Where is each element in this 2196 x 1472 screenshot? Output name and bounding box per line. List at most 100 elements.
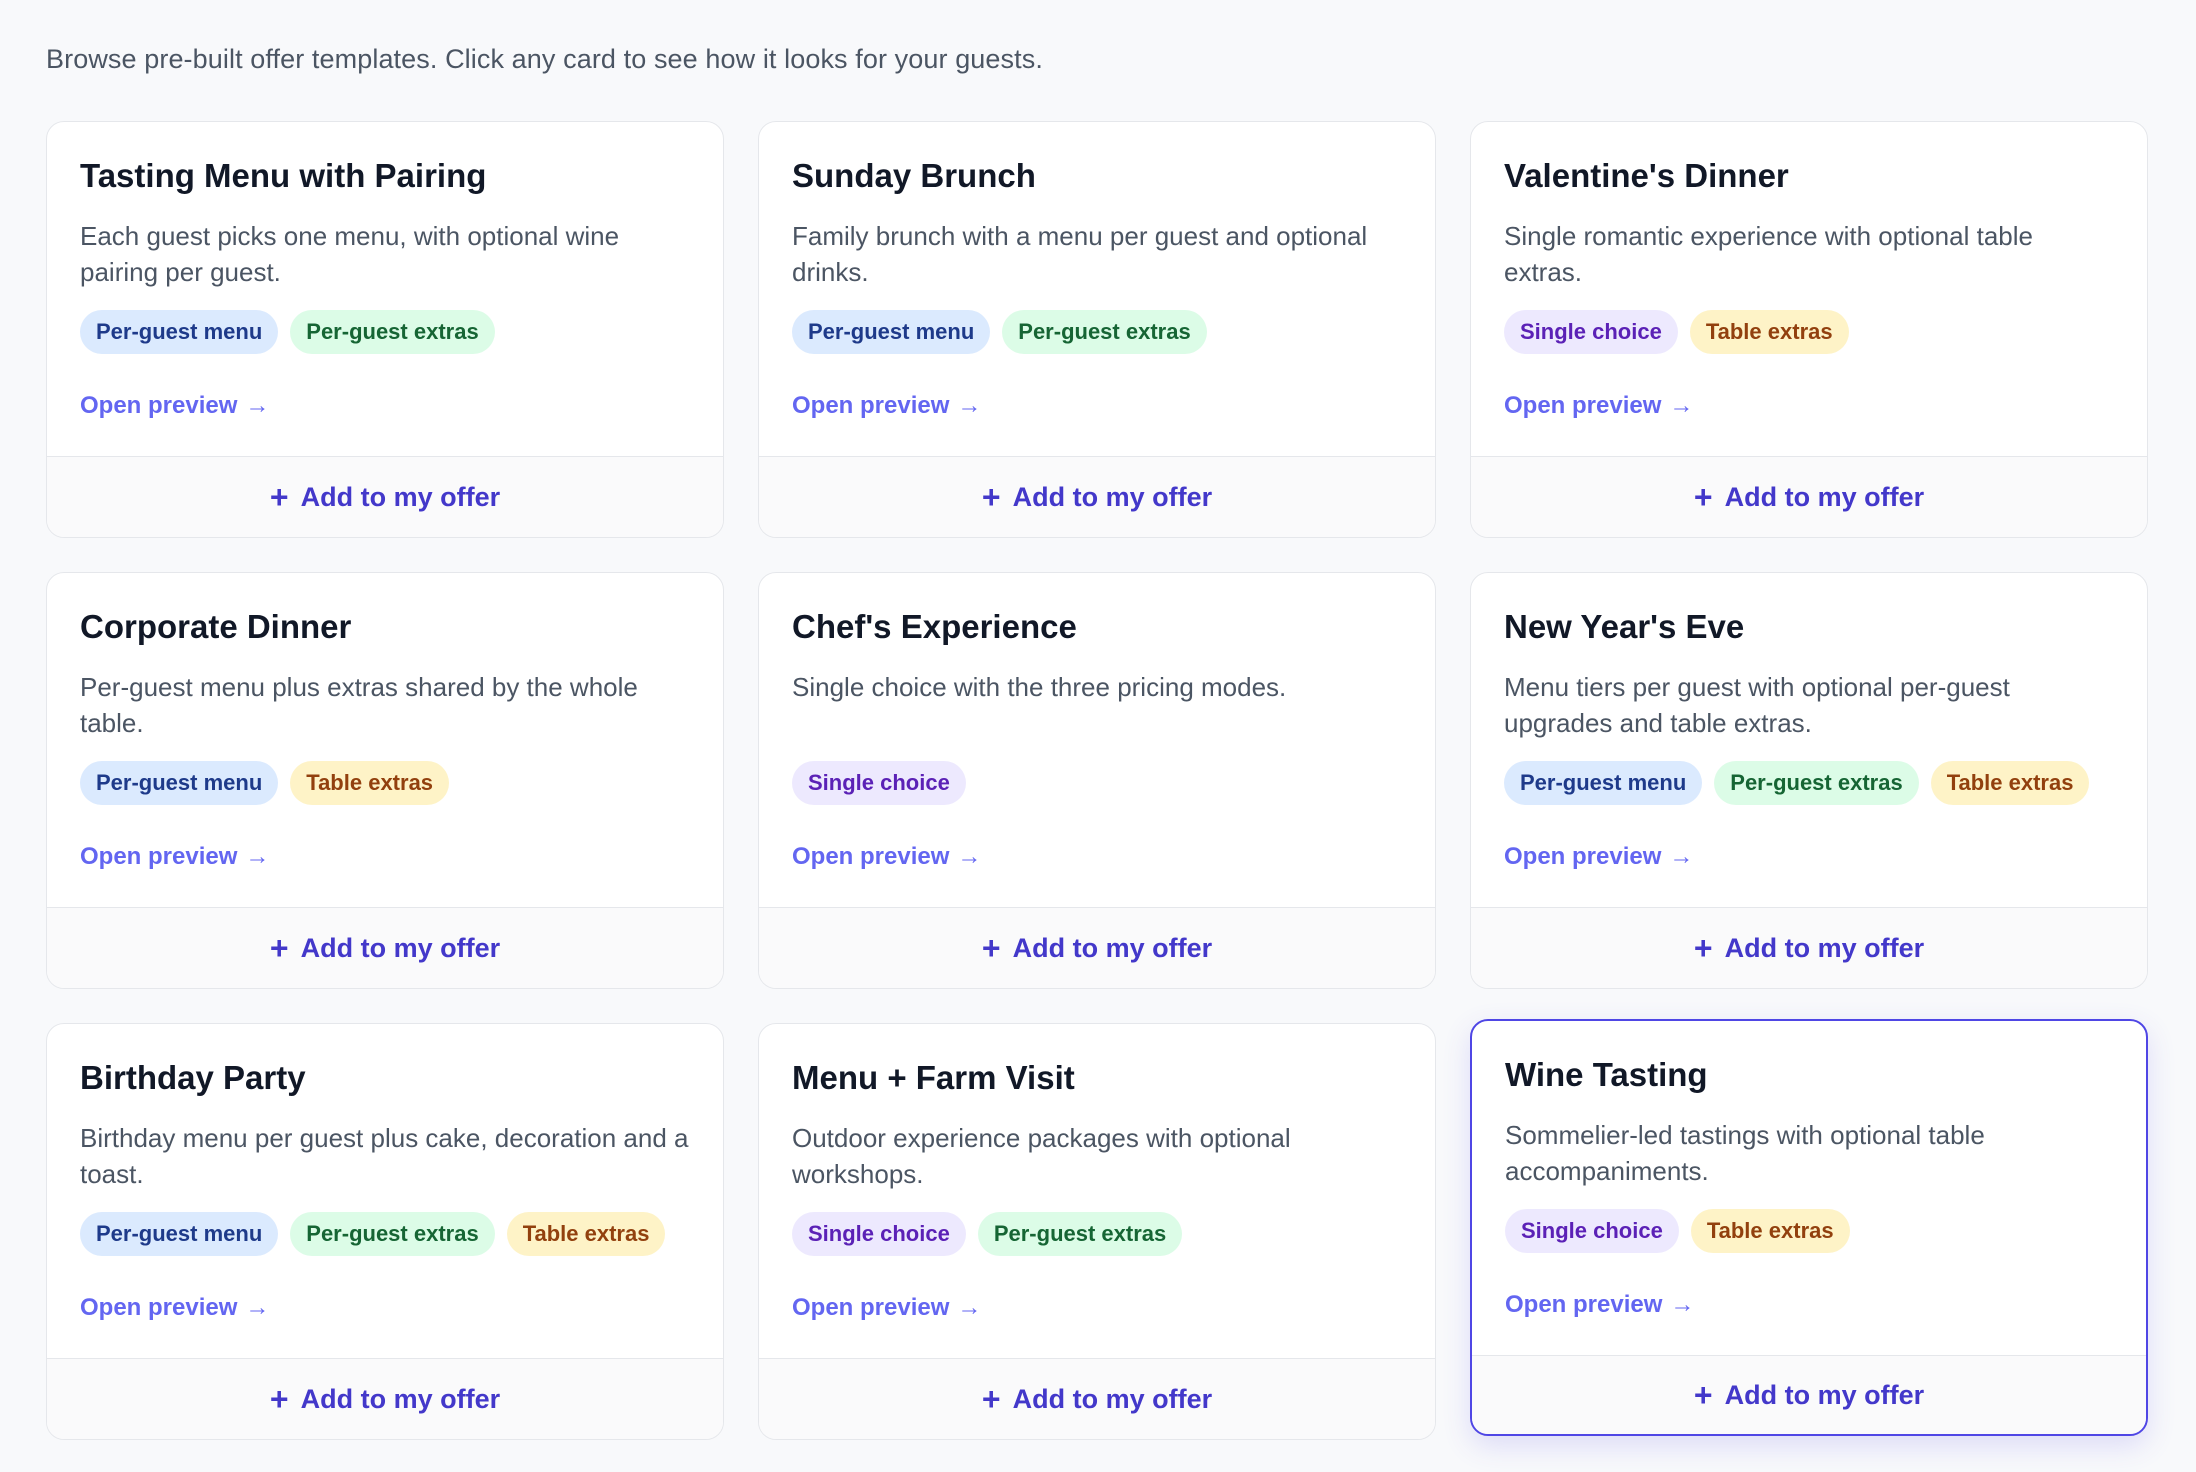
open-preview-link[interactable]: Open preview → [1504, 843, 1693, 871]
card-tags: Per-guest menu Table extras [80, 760, 690, 805]
tag-per-guest-menu: Per-guest menu [80, 309, 279, 354]
card-description: Each guest picks one menu, with optional… [80, 220, 620, 287]
plus-icon: + [981, 479, 1001, 515]
card-body: Valentine's Dinner Single romantic experi… [1471, 122, 2147, 456]
card-title: Valentine's Dinner [1504, 157, 1789, 194]
template-card-birthday-party[interactable]: Birthday Party Birthday menu per guest pl… [46, 1023, 724, 1440]
open-preview-link[interactable]: Open preview → [1505, 1291, 1694, 1319]
arrow-right-icon: → [245, 1294, 270, 1321]
card-tags: Single choice [792, 760, 1402, 805]
open-preview-label: Open preview [80, 843, 238, 870]
add-to-offer-button[interactable]: + Add to my offer [47, 907, 723, 988]
card-description: Sommelier-led tastings with optional tab… [1505, 1119, 1985, 1186]
tag-per-guest-menu: Per-guest menu [80, 1211, 279, 1256]
template-card-corporate-dinner[interactable]: Corporate Dinner Per-guest menu plus extr… [46, 572, 724, 989]
tag-single-choice: Single choice [792, 1211, 966, 1256]
add-to-offer-label: Add to my offer [1012, 481, 1213, 512]
template-card-chef-s-experience[interactable]: Chef's Experience Single choice with the … [758, 572, 1436, 989]
plus-icon: + [981, 930, 1001, 966]
card-body: New Year's Eve Menu tiers per guest with … [1471, 573, 2147, 907]
add-to-offer-label: Add to my offer [300, 1383, 501, 1414]
card-tags: Single choice Table extras [1504, 309, 2114, 354]
open-preview-label: Open preview [80, 1294, 238, 1321]
arrow-right-icon: → [957, 392, 982, 419]
card-body: Tasting Menu with Pairing Each guest pick… [47, 122, 723, 456]
tag-per-guest-extras: Per-guest extras [290, 309, 495, 354]
tag-table-extras: Table extras [506, 1211, 666, 1256]
open-preview-link[interactable]: Open preview → [792, 843, 981, 871]
card-title: Wine Tasting [1505, 1056, 1708, 1093]
add-to-offer-button[interactable]: + Add to my offer [47, 1358, 723, 1439]
card-body: Corporate Dinner Per-guest menu plus extr… [47, 573, 723, 907]
card-description: Single romantic experience with optional… [1504, 220, 2033, 287]
open-preview-label: Open preview [792, 1294, 950, 1321]
plus-icon: + [981, 1381, 1001, 1417]
open-preview-link[interactable]: Open preview → [80, 392, 269, 420]
card-title: Birthday Party [80, 1059, 306, 1096]
card-title: Tasting Menu with Pairing [80, 157, 487, 194]
card-description: Menu tiers per guest with optional per-g… [1504, 671, 2010, 738]
open-preview-link[interactable]: Open preview → [792, 1294, 981, 1322]
tag-single-choice: Single choice [1504, 309, 1678, 354]
plus-icon: + [269, 479, 289, 515]
card-description: Single choice with the three pricing mod… [792, 671, 1287, 702]
tag-per-guest-extras: Per-guest extras [977, 1211, 1183, 1256]
template-card-new-year-s-eve[interactable]: New Year's Eve Menu tiers per guest with … [1470, 572, 2148, 989]
arrow-right-icon: → [245, 843, 270, 870]
card-body: Wine Tasting Sommelier-led tastings with … [1472, 1021, 2146, 1355]
add-to-offer-label: Add to my offer [1724, 481, 1925, 512]
arrow-right-icon: → [957, 1294, 982, 1321]
tag-per-guest-extras: Per-guest extras [1714, 760, 1919, 805]
card-title: Chef's Experience [792, 608, 1077, 645]
card-body: Chef's Experience Single choice with the … [759, 573, 1435, 907]
template-card-valentine-s-dinner[interactable]: Valentine's Dinner Single romantic experi… [1470, 121, 2148, 538]
tag-single-choice: Single choice [1505, 1208, 1679, 1253]
open-preview-link[interactable]: Open preview → [80, 1294, 269, 1322]
card-description: Birthday menu per guest plus cake, decor… [80, 1122, 689, 1189]
add-to-offer-button[interactable]: + Add to my offer [1471, 907, 2147, 988]
card-title: New Year's Eve [1504, 608, 1745, 645]
tag-per-guest-menu: Per-guest menu [792, 309, 991, 354]
plus-icon: + [269, 930, 289, 966]
card-tags: Per-guest menu Per-guest extras Table extr… [80, 1211, 690, 1256]
template-card-wine-tasting[interactable]: Wine Tasting Sommelier-led tastings with … [1470, 1019, 2148, 1436]
card-description: Per-guest menu plus extras shared by the… [80, 671, 638, 738]
add-to-offer-label: Add to my offer [1724, 1379, 1925, 1410]
plus-icon: + [1693, 479, 1713, 515]
template-grid: Tasting Menu with Pairing Each guest pick… [46, 121, 2148, 1440]
add-to-offer-button[interactable]: + Add to my offer [47, 456, 723, 537]
open-preview-label: Open preview [792, 843, 950, 870]
tag-per-guest-menu: Per-guest menu [1504, 760, 1703, 805]
add-to-offer-button[interactable]: + Add to my offer [1472, 1355, 2146, 1434]
add-to-offer-button[interactable]: + Add to my offer [759, 907, 1435, 988]
tag-per-guest-extras: Per-guest extras [290, 1211, 495, 1256]
tag-per-guest-menu: Per-guest menu [80, 760, 279, 805]
card-tags: Per-guest menu Per-guest extras [80, 309, 690, 354]
card-tags: Per-guest menu Per-guest extras [792, 309, 1402, 354]
tag-per-guest-extras: Per-guest extras [1002, 309, 1207, 354]
card-description: Family brunch with a menu per guest and … [792, 220, 1368, 287]
add-to-offer-label: Add to my offer [300, 932, 501, 963]
tag-table-extras: Table extras [1689, 309, 1849, 354]
add-to-offer-button[interactable]: + Add to my offer [1471, 456, 2147, 537]
tag-table-extras: Table extras [1690, 1208, 1850, 1253]
add-to-offer-button[interactable]: + Add to my offer [759, 1358, 1435, 1439]
template-card-tasting-menu-with-pairing[interactable]: Tasting Menu with Pairing Each guest pick… [46, 121, 724, 538]
card-tags: Single choice Per-guest extras [792, 1211, 1402, 1256]
plus-icon: + [1693, 930, 1713, 966]
open-preview-link[interactable]: Open preview → [792, 392, 981, 420]
card-body: Birthday Party Birthday menu per guest pl… [47, 1024, 723, 1358]
template-card-sunday-brunch[interactable]: Sunday Brunch Family brunch with a menu p… [758, 121, 1436, 538]
arrow-right-icon: → [957, 843, 982, 870]
tag-table-extras: Table extras [290, 760, 450, 805]
arrow-right-icon: → [1670, 1291, 1695, 1318]
open-preview-label: Open preview [792, 392, 950, 419]
open-preview-label: Open preview [1504, 843, 1662, 870]
card-title: Corporate Dinner [80, 608, 352, 645]
template-card-menu-farm-visit[interactable]: Menu + Farm Visit Outdoor experience pack… [758, 1023, 1436, 1440]
open-preview-link[interactable]: Open preview → [80, 843, 269, 871]
arrow-right-icon: → [1669, 392, 1694, 419]
open-preview-link[interactable]: Open preview → [1504, 392, 1693, 420]
add-to-offer-button[interactable]: + Add to my offer [759, 456, 1435, 537]
arrow-right-icon: → [1669, 843, 1694, 870]
